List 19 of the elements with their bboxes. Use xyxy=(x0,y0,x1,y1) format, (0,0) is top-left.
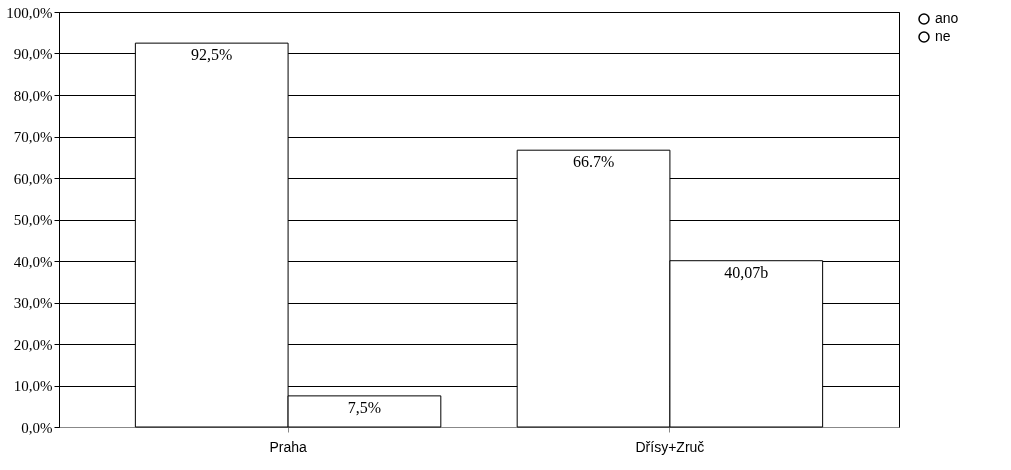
y-tick-label: 60,0% xyxy=(13,170,53,187)
y-tick-label: 40,0% xyxy=(13,253,53,270)
y-tick-label: 30,0% xyxy=(13,295,53,311)
x-tick-label: Dřísy+Zruč xyxy=(635,438,705,455)
y-tick-label: 100,0% xyxy=(6,4,53,21)
legend-label: ne xyxy=(935,28,951,44)
y-tick-label: 50,0% xyxy=(13,212,53,228)
data-label: 40,07b xyxy=(724,263,769,281)
legend-label: ano xyxy=(935,10,959,26)
y-tick-label: 10,0% xyxy=(13,378,53,394)
y-tick-label: 20,0% xyxy=(13,336,53,353)
data-label: 92,5% xyxy=(191,46,233,64)
data-label: 66.7% xyxy=(572,153,615,171)
data-label: 7,5% xyxy=(347,398,382,416)
y-tick-label: 80,0% xyxy=(13,87,53,104)
y-tick-label: 90,0% xyxy=(13,46,53,62)
x-tick-label: Praha xyxy=(269,438,307,455)
y-tick-label: 70,0% xyxy=(13,129,53,145)
y-tick-label: 0,0% xyxy=(21,419,53,436)
